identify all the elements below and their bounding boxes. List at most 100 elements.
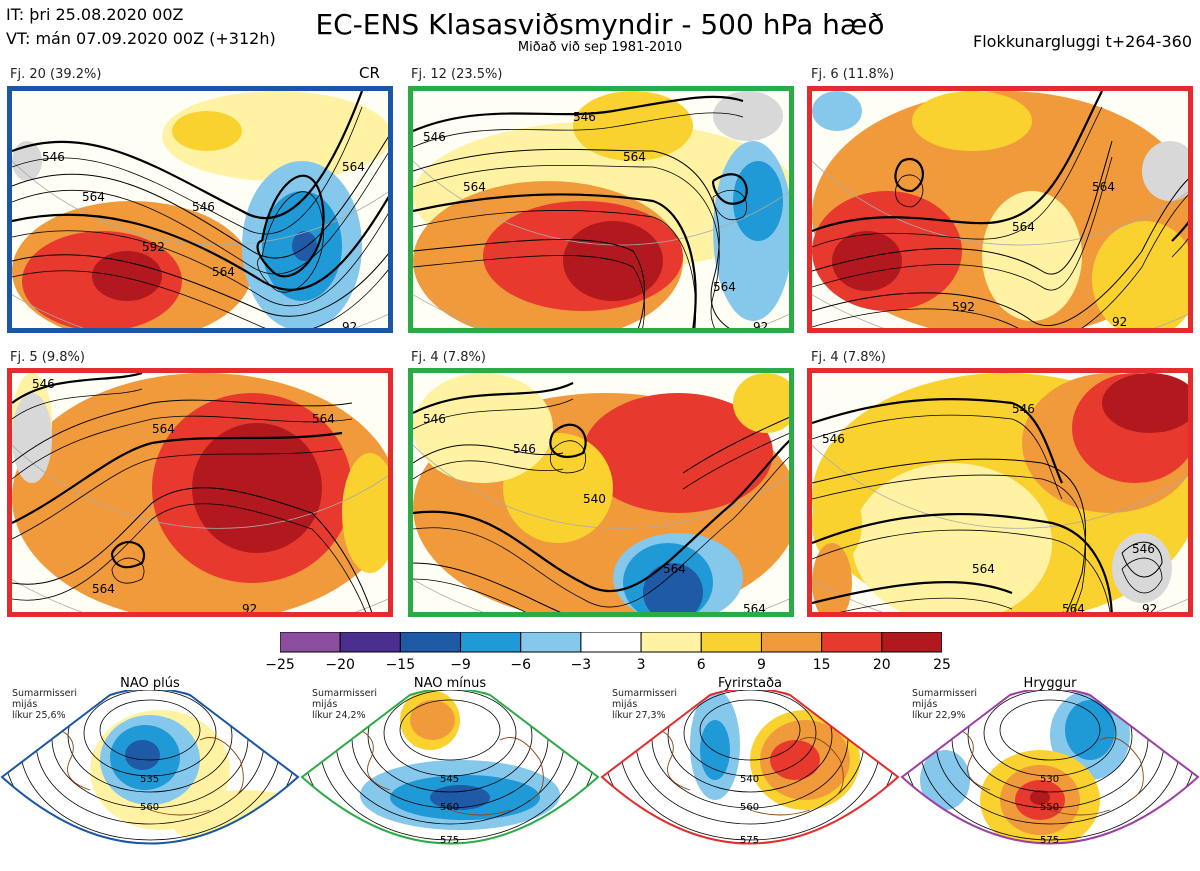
- anomaly-region: [920, 750, 970, 810]
- panel-tag: CR: [359, 64, 380, 82]
- regime-map: 535 560: [0, 690, 300, 845]
- colorbar-tick-label: −20: [325, 657, 355, 673]
- height-contour: [110, 541, 146, 569]
- contour-label: 545: [440, 774, 459, 785]
- graticule: [812, 160, 1188, 246]
- regime-note: líkur 27,3%: [612, 710, 666, 721]
- height-contour: [812, 512, 1113, 612]
- height-contour: [683, 690, 817, 777]
- contour-label: 92: [242, 602, 257, 612]
- height-contour-thin: [12, 152, 388, 275]
- height-contour-thin: [12, 448, 343, 540]
- colorbar-swatch: [821, 632, 883, 653]
- panel-label: Fj. 5 (9.8%): [10, 350, 85, 365]
- anomaly-region: [125, 740, 160, 770]
- contour-label: 92: [1142, 602, 1157, 612]
- contour-label: 564: [1062, 602, 1085, 612]
- contour-label: 546: [1012, 402, 1035, 416]
- anomaly-region: [292, 231, 317, 261]
- height-contour: [12, 136, 388, 259]
- cluster-map-2: 546 564 546 564 564 92: [408, 86, 794, 333]
- anomaly-region: [12, 393, 52, 483]
- height-contour-thin: [413, 578, 527, 612]
- height-contour: [699, 699, 801, 761]
- height-contour: [1121, 541, 1163, 578]
- height-contour: [983, 690, 1117, 777]
- height-contour: [812, 91, 1103, 233]
- panel-label: Fj. 20 (39.2%): [10, 67, 102, 82]
- height-contour: [413, 382, 574, 414]
- height-contour-thin: [812, 414, 1063, 500]
- anomaly-region: [733, 373, 789, 433]
- anomaly-region: [1142, 141, 1188, 201]
- height-contour-thin: [413, 255, 645, 328]
- anomaly-map: 546 546 564 546 564 92: [812, 373, 1188, 612]
- anomaly-region: [12, 141, 42, 181]
- contour-label: 592: [142, 240, 165, 254]
- contour-label: 546: [42, 150, 65, 164]
- graticule: [12, 444, 388, 529]
- colorbar-swatch: [760, 632, 823, 653]
- regime-note: líkur 24,2%: [312, 710, 366, 721]
- init-time: IT: þri 25.08.2020 00Z: [6, 5, 184, 24]
- height-contour: [711, 173, 748, 205]
- contour-label: 540: [740, 774, 759, 785]
- panel-label: Fj. 12 (23.5%): [411, 67, 503, 82]
- coastline: [959, 729, 1144, 816]
- contour-label: 546: [32, 377, 55, 391]
- contour-label: 535: [140, 774, 159, 785]
- height-contour: [812, 178, 1188, 327]
- contour-label: 540: [583, 492, 606, 506]
- contour-label: 575: [1040, 835, 1059, 846]
- regime-map: 540 560 575: [600, 690, 900, 846]
- height-contour-thin: [12, 388, 143, 420]
- height-contour: [12, 195, 388, 291]
- anomaly-region: [812, 483, 862, 563]
- anomaly-region: [700, 720, 730, 780]
- graticule: [413, 444, 789, 529]
- graticule: [413, 160, 789, 246]
- regime-note: mijás: [312, 699, 338, 710]
- anomaly-region: [583, 393, 773, 513]
- height-contour: [83, 690, 217, 777]
- height-contour-thin: [895, 174, 924, 208]
- colorbar-swatch: [280, 632, 341, 653]
- regime-frame: [300, 690, 600, 845]
- colorbar-swatch: [700, 632, 762, 653]
- contour-label: 546: [423, 130, 446, 144]
- height-contour: [812, 458, 1087, 612]
- height-contour: [812, 581, 1013, 605]
- colorbar-tick-label: −6: [510, 657, 532, 673]
- panel-label: Fj. 4 (7.8%): [411, 350, 486, 365]
- anomaly-region: [832, 231, 902, 291]
- cluster-map-3: 564 564 592 92: [807, 86, 1193, 333]
- contour-label: 575: [440, 835, 459, 846]
- contour-label: 530: [1040, 774, 1059, 785]
- height-contour-thin: [12, 213, 388, 307]
- height-contour: [413, 444, 564, 464]
- contour-label: 575: [740, 835, 759, 846]
- colorbar: [280, 632, 942, 653]
- height-contour-thin: [12, 106, 363, 235]
- height-contour: [999, 699, 1101, 761]
- regime-note: Sumarmisseri: [312, 688, 378, 699]
- colorbar-swatch: [520, 632, 582, 653]
- colorbar-tick-label: −25: [265, 657, 295, 673]
- anomaly-region: [733, 161, 783, 241]
- page-title: EC-ENS Klasasviðsmyndir - 500 hPa hæð: [315, 8, 885, 41]
- contour-label: 546: [573, 110, 596, 124]
- height-contour: [413, 439, 789, 593]
- contour-label: 564: [92, 582, 115, 596]
- contour-label: 560: [740, 802, 759, 813]
- contour-label: 92: [1112, 315, 1127, 328]
- anomaly-region: [713, 91, 783, 141]
- height-contour: [99, 699, 201, 761]
- height-contour-thin: [682, 432, 789, 490]
- anomaly-region: [1092, 221, 1188, 328]
- classification-window: Flokkunargluggi t+264-360: [973, 32, 1192, 51]
- contour-label: 564: [743, 602, 766, 612]
- regime-note: Sumarmisseri: [12, 688, 78, 699]
- colorbar-tick-label: −9: [450, 657, 471, 673]
- regime-note: mijás: [612, 699, 638, 710]
- contour-label: 592: [952, 300, 975, 314]
